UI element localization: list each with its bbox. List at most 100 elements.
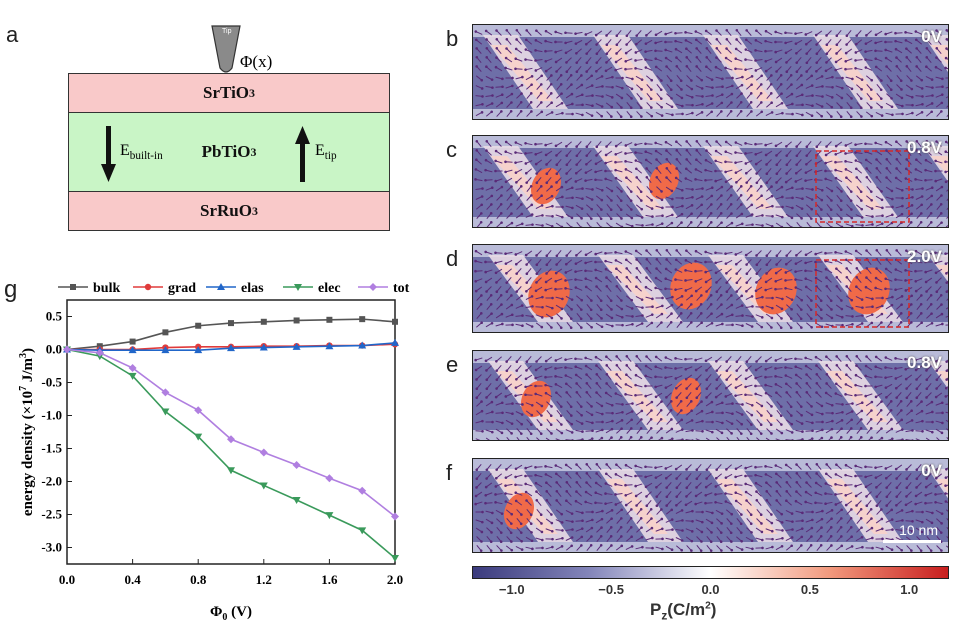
data-point xyxy=(63,345,71,354)
polarization-map-b: 0V xyxy=(472,24,949,120)
colorbar-label: Pz(C/m2) xyxy=(650,600,717,623)
panel-label-f: f xyxy=(446,460,453,485)
data-point xyxy=(259,343,268,351)
x-tick-label: 0.0 xyxy=(59,572,75,587)
legend-label: elas xyxy=(241,281,264,296)
data-point xyxy=(194,406,203,415)
data-point xyxy=(260,318,267,325)
data-point xyxy=(259,482,268,490)
data-point xyxy=(217,283,225,290)
legend-item-elas: elas xyxy=(206,281,264,296)
data-point xyxy=(161,408,170,416)
y-tick-label: -1.0 xyxy=(41,408,62,423)
data-point xyxy=(194,346,203,354)
x-tick-label: 0.4 xyxy=(124,572,141,587)
arrow-down-icon xyxy=(101,126,116,182)
data-point xyxy=(227,344,235,352)
energy-density-chart: 0.0 0.4 0.8 1.2 1.6 2.0 0.5 0.0 -0.5 -1.0 -1.5 -2.0… xyxy=(18,281,410,623)
voltage-label: 0.8V xyxy=(907,353,942,372)
data-point xyxy=(293,317,300,324)
tip-label: Tip xyxy=(222,28,232,35)
y-tick-label: -2.0 xyxy=(41,474,62,489)
potential-label: Φ(x) xyxy=(240,52,273,71)
legend-label: elec xyxy=(318,281,341,296)
data-point xyxy=(70,284,76,290)
tip-icon xyxy=(211,25,241,73)
data-point xyxy=(129,338,136,345)
legend-item-grad: grad xyxy=(133,281,196,296)
legend-item-elec: elec xyxy=(283,281,341,296)
voltage-label: 0V xyxy=(921,27,942,46)
x-tick-label: 2.0 xyxy=(387,572,403,587)
polarization-map-f: 0V 10 nm xyxy=(472,458,949,553)
layer-srruo3: SrRuO 3 xyxy=(68,191,390,231)
arrow-up-icon xyxy=(295,126,310,182)
data-point xyxy=(369,283,377,291)
data-point xyxy=(392,318,398,325)
data-point xyxy=(292,461,301,469)
data-point xyxy=(227,467,235,475)
y-tick-label: 0.5 xyxy=(46,309,63,324)
colorbar-tick: 1.0 xyxy=(900,582,919,597)
data-point xyxy=(194,433,203,441)
legend-label: grad xyxy=(168,281,196,296)
panel-label-a: a xyxy=(6,22,19,47)
data-point xyxy=(128,363,137,372)
colorbar-tick: −1.0 xyxy=(498,582,525,597)
x-tick-label: 1.2 xyxy=(256,572,272,587)
panel-label-e: e xyxy=(446,352,459,377)
voltage-label: 0.8V xyxy=(907,138,942,157)
series-elec xyxy=(63,346,399,563)
layer-pbtio3: PbTiO 3 xyxy=(68,112,390,192)
data-point xyxy=(358,486,367,495)
data-point xyxy=(325,342,334,350)
polarization-map-c: 0.8V xyxy=(472,135,949,228)
data-point xyxy=(195,322,202,329)
y-tick-label: -0.5 xyxy=(41,375,62,390)
voltage-label: 2.0V xyxy=(907,247,942,266)
panel-label-d: d xyxy=(446,246,459,271)
legend-item-tot: tot xyxy=(358,281,410,296)
series-line xyxy=(66,348,396,518)
data-point xyxy=(161,388,170,397)
polarization-map-d: 2.0V xyxy=(472,244,949,333)
panel-label-c: c xyxy=(446,137,457,162)
layer-srtio3: SrTiO 3 xyxy=(68,73,390,113)
data-point xyxy=(95,348,104,357)
data-point xyxy=(227,435,235,444)
data-point xyxy=(128,346,137,354)
data-point xyxy=(391,512,399,521)
y-tick-label: -2.5 xyxy=(41,507,62,522)
e-builtin-label: Ebuilt-in xyxy=(120,142,163,163)
y-tick-label: -1.5 xyxy=(41,441,62,456)
x-tick-label: 0.8 xyxy=(190,572,207,587)
legend-label: tot xyxy=(393,281,410,296)
panel-label-g: g xyxy=(4,276,18,303)
data-point xyxy=(294,284,302,291)
data-point xyxy=(144,283,152,291)
data-point xyxy=(228,320,234,327)
data-point xyxy=(292,342,301,350)
series-elas xyxy=(63,338,399,354)
polarization-map-e: 0.8V xyxy=(472,350,949,441)
data-point xyxy=(359,316,366,323)
colorbar-tick: −0.5 xyxy=(598,582,624,597)
data-point xyxy=(358,527,367,535)
data-point xyxy=(391,338,399,346)
data-point xyxy=(325,474,334,483)
data-point xyxy=(259,448,268,457)
legend-item-bulk: bulk xyxy=(58,281,120,296)
data-point xyxy=(391,555,399,563)
x-tick-label: 1.6 xyxy=(321,572,338,587)
colorbar xyxy=(472,566,949,579)
data-point xyxy=(325,512,334,520)
y-axis-label: energy density (×107 J/m3) xyxy=(18,348,36,516)
y-tick-label: 0.0 xyxy=(46,342,62,357)
data-point xyxy=(162,329,169,336)
panel-label-b: b xyxy=(446,26,459,51)
x-axis-label: Φ0 (V) xyxy=(210,604,252,623)
series-tot xyxy=(63,345,399,521)
voltage-label: 0V xyxy=(921,461,942,480)
data-point xyxy=(358,341,367,349)
colorbar-tick: 0.5 xyxy=(800,582,819,597)
